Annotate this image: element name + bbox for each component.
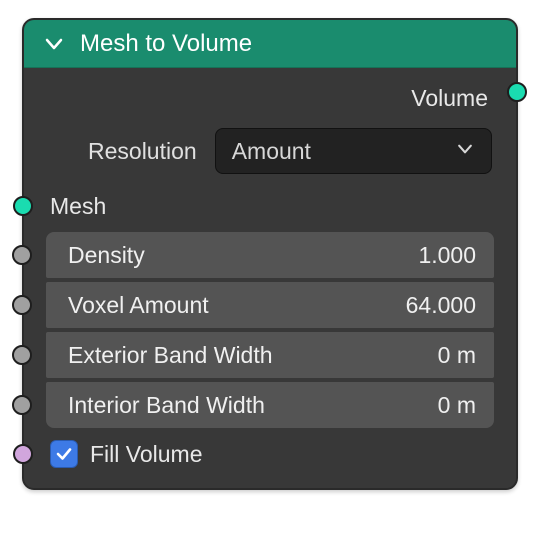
field-label: Interior Band Width [68,392,438,419]
node-body: Volume Resolution Amount Mesh Density 1.… [24,68,516,488]
input-row-mesh: Mesh [24,184,516,228]
input-socket-mesh[interactable] [13,196,33,216]
field-value: 0 m [438,392,476,419]
field-label: Density [68,242,418,269]
input-socket-fill-volume[interactable] [13,444,33,464]
checkbox-label: Fill Volume [90,441,202,468]
field-interior-band-width[interactable]: Interior Band Width 0 m [46,382,494,428]
input-row-fill-volume: Fill Volume [24,432,516,482]
check-icon [55,445,73,463]
field-label: Exterior Band Width [68,342,438,369]
node-title: Mesh to Volume [80,30,252,58]
field-value: 1.000 [418,242,476,269]
field-value: 64.000 [406,292,476,319]
resolution-dropdown[interactable]: Amount [215,128,492,174]
field-voxel-amount[interactable]: Voxel Amount 64.000 [46,282,494,328]
output-row-volume: Volume [24,68,516,116]
input-socket-voxel-amount[interactable] [12,295,32,315]
chevron-down-icon[interactable] [42,32,66,56]
geometry-node: Mesh to Volume Volume Resolution Amount … [22,18,518,490]
input-socket-exterior-band-width[interactable] [12,345,32,365]
input-label: Mesh [50,193,106,220]
input-socket-density[interactable] [12,245,32,265]
property-row-resolution: Resolution Amount [24,116,516,184]
field-label: Voxel Amount [68,292,406,319]
node-header[interactable]: Mesh to Volume [24,20,516,68]
field-value: 0 m [438,342,476,369]
value-fields-group: Density 1.000 Voxel Amount 64.000 Exteri… [24,228,516,432]
dropdown-value: Amount [232,138,311,165]
output-label: Volume [411,85,492,112]
chevron-down-icon [455,138,475,165]
output-socket-volume[interactable] [507,82,527,102]
fill-volume-checkbox[interactable] [50,440,78,468]
input-socket-interior-band-width[interactable] [12,395,32,415]
field-exterior-band-width[interactable]: Exterior Band Width 0 m [46,332,494,378]
field-density[interactable]: Density 1.000 [46,232,494,278]
property-label: Resolution [48,138,197,165]
